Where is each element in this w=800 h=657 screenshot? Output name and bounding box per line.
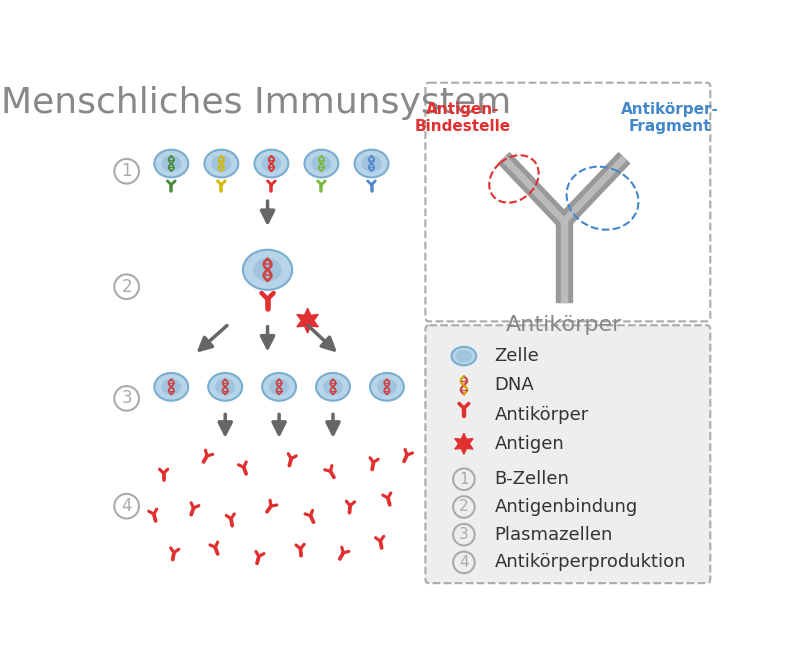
Text: 2: 2 <box>459 499 469 514</box>
Text: Antikörper: Antikörper <box>494 405 589 424</box>
Text: 4: 4 <box>459 555 469 570</box>
Text: Antikörperproduktion: Antikörperproduktion <box>494 553 686 572</box>
Ellipse shape <box>154 373 188 401</box>
Ellipse shape <box>451 347 476 365</box>
Text: 3: 3 <box>122 390 132 407</box>
Ellipse shape <box>316 373 350 401</box>
Text: 4: 4 <box>122 497 132 515</box>
Polygon shape <box>562 221 566 302</box>
Ellipse shape <box>312 156 330 171</box>
Ellipse shape <box>262 373 296 401</box>
Text: Menschliches Immunsystem: Menschliches Immunsystem <box>1 87 511 120</box>
Polygon shape <box>562 156 626 223</box>
Text: Antigen-
Bindestelle: Antigen- Bindestelle <box>414 102 510 134</box>
Ellipse shape <box>243 250 292 290</box>
Text: 2: 2 <box>122 278 132 296</box>
Polygon shape <box>498 153 570 227</box>
Text: Antikörper-
Fragment: Antikörper- Fragment <box>622 102 719 134</box>
FancyBboxPatch shape <box>426 325 710 583</box>
Polygon shape <box>297 308 318 333</box>
Ellipse shape <box>205 150 238 177</box>
Polygon shape <box>455 434 473 454</box>
Ellipse shape <box>305 150 338 177</box>
FancyBboxPatch shape <box>426 83 710 321</box>
Ellipse shape <box>362 156 381 171</box>
Polygon shape <box>558 153 630 227</box>
Ellipse shape <box>324 379 342 394</box>
Text: 1: 1 <box>459 472 469 487</box>
Ellipse shape <box>162 156 181 171</box>
Text: DNA: DNA <box>494 376 534 394</box>
Ellipse shape <box>216 379 234 394</box>
Polygon shape <box>556 221 572 302</box>
Ellipse shape <box>154 150 188 177</box>
Text: 1: 1 <box>122 162 132 180</box>
Ellipse shape <box>354 150 389 177</box>
Ellipse shape <box>456 351 472 361</box>
Ellipse shape <box>208 373 242 401</box>
Text: 3: 3 <box>459 527 469 542</box>
Ellipse shape <box>254 150 288 177</box>
Ellipse shape <box>162 379 181 394</box>
Ellipse shape <box>262 156 281 171</box>
Ellipse shape <box>270 379 289 394</box>
Ellipse shape <box>254 259 281 281</box>
Ellipse shape <box>378 379 396 394</box>
Text: B-Zellen: B-Zellen <box>494 470 570 488</box>
Text: Antigen: Antigen <box>494 435 565 453</box>
Polygon shape <box>502 156 566 223</box>
Text: Zelle: Zelle <box>494 347 539 365</box>
Text: Plasmazellen: Plasmazellen <box>494 526 613 544</box>
Text: Antikörper: Antikörper <box>506 315 622 335</box>
Ellipse shape <box>370 373 404 401</box>
Text: Antigenbindung: Antigenbindung <box>494 498 638 516</box>
Ellipse shape <box>212 156 230 171</box>
